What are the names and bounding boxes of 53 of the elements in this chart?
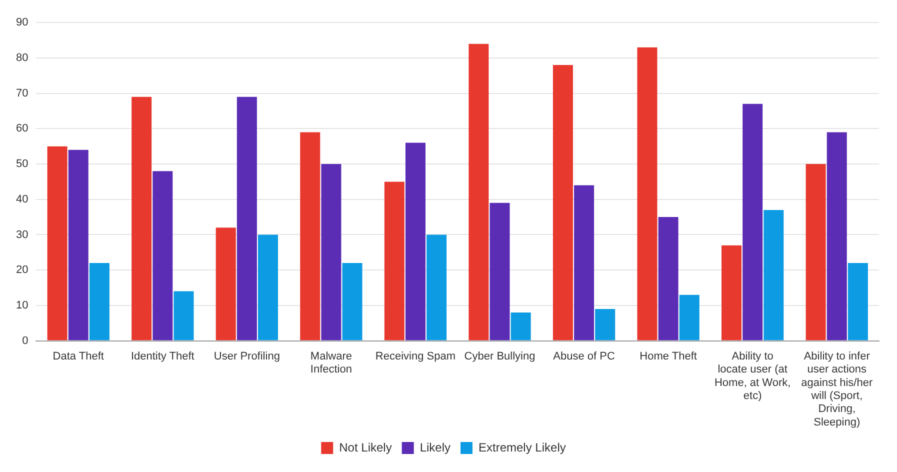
x-tick-label: Identity Theft xyxy=(130,350,194,362)
x-tick-label: Data Theft xyxy=(52,350,104,362)
y-tick-label: 10 xyxy=(16,299,28,312)
bar xyxy=(174,291,194,340)
bar xyxy=(722,245,742,340)
bar xyxy=(47,146,68,340)
bar xyxy=(321,164,342,340)
bar xyxy=(152,171,173,340)
x-tick-label: Home Theft xyxy=(640,350,697,362)
bar xyxy=(490,202,510,340)
bar xyxy=(552,65,573,340)
x-tick-label: Abuse of PC xyxy=(553,350,615,362)
legend-label: Likely xyxy=(420,440,451,454)
bar xyxy=(236,96,257,340)
y-tick-label: 0 xyxy=(22,334,28,347)
bar xyxy=(342,263,362,340)
bar xyxy=(848,263,868,340)
bar xyxy=(68,150,88,340)
y-tick-label: 30 xyxy=(16,228,28,241)
bar xyxy=(384,182,404,340)
bar xyxy=(132,96,152,340)
bar xyxy=(300,132,320,340)
bar xyxy=(826,132,847,340)
bar xyxy=(679,294,700,340)
y-tick-label: 20 xyxy=(16,264,28,276)
y-tick-label: 80 xyxy=(16,52,28,64)
bar xyxy=(595,308,616,340)
x-tick-label: Malware Infection xyxy=(310,350,352,376)
x-tick-label: Receiving Spam xyxy=(375,350,456,362)
x-tick-label: Cyber Bullying xyxy=(464,350,536,362)
bar xyxy=(426,234,447,340)
bar xyxy=(89,263,110,340)
y-tick-label: 90 xyxy=(16,16,28,29)
bar xyxy=(742,104,763,340)
y-tick-label: 70 xyxy=(16,87,28,100)
bar xyxy=(405,142,426,340)
y-tick-label: 40 xyxy=(16,193,28,206)
x-tick-label: User Profiling xyxy=(214,350,280,362)
bar xyxy=(764,210,784,340)
bar xyxy=(216,228,236,340)
bar xyxy=(468,44,489,340)
legend-label: Not Likely xyxy=(339,440,392,454)
bar xyxy=(658,217,678,340)
bar xyxy=(574,185,594,340)
y-tick-label: 60 xyxy=(16,122,28,135)
legend-label: Extremely Likely xyxy=(478,440,566,454)
y-tick-label: 50 xyxy=(16,158,28,170)
bar xyxy=(258,234,278,340)
bar xyxy=(806,164,826,340)
bar xyxy=(510,312,531,340)
bar xyxy=(637,47,658,340)
x-tick-label: Ability to locate user (at Home, at Work, etc) xyxy=(714,350,791,402)
x-tick-label: Ability to infer user actions against his/her will (Sport, Driving, Sleeping) xyxy=(801,350,873,428)
